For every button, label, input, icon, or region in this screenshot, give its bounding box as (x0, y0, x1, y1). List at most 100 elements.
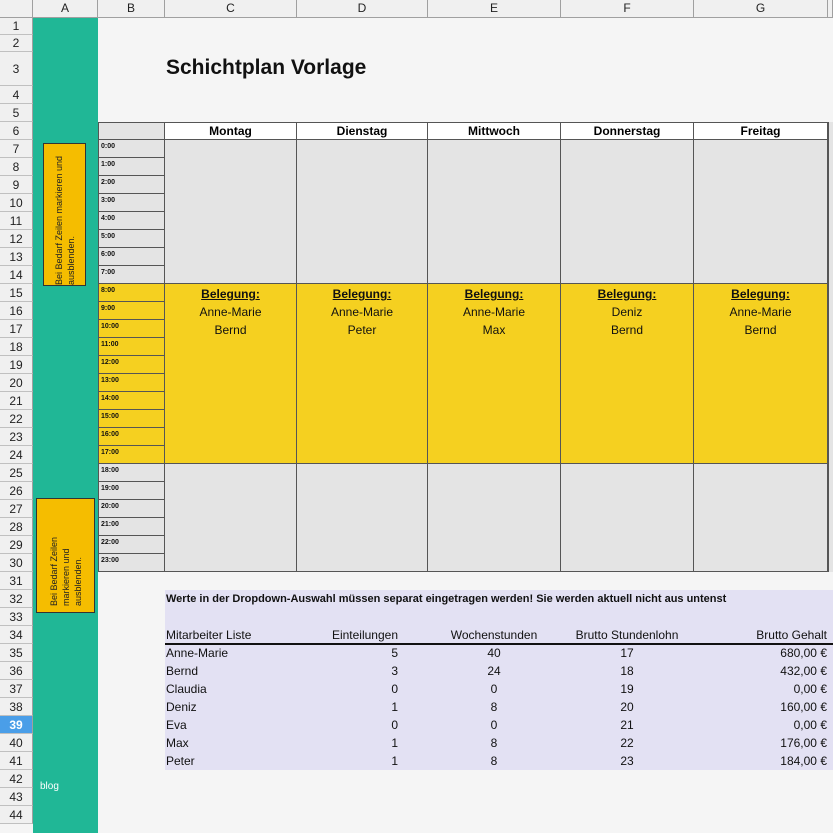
shift-block[interactable]: Belegung: Anne-Marie Peter (297, 284, 428, 464)
row-header-18[interactable]: 18 (0, 338, 33, 356)
row-header-9[interactable]: 9 (0, 176, 33, 194)
time-cell[interactable]: 3:00 (98, 194, 165, 212)
row-header-40[interactable]: 40 (0, 734, 33, 752)
table-cell: 19 (620, 682, 634, 696)
select-all-corner[interactable] (0, 0, 33, 18)
row-header-7[interactable]: 7 (0, 140, 33, 158)
row-header-33[interactable]: 33 (0, 608, 33, 626)
time-cell[interactable]: 22:00 (98, 536, 165, 554)
row-header-2[interactable]: 2 (0, 35, 33, 52)
row-header-10[interactable]: 10 (0, 194, 33, 212)
off-block-early[interactable] (428, 140, 561, 284)
off-block-early[interactable] (694, 140, 828, 284)
row-header-4[interactable]: 4 (0, 86, 33, 104)
row-header-31[interactable]: 31 (0, 572, 33, 590)
column-header-C[interactable]: C (165, 0, 297, 18)
off-block-early[interactable] (165, 140, 297, 284)
day-header-mittwoch[interactable]: Mittwoch (428, 122, 561, 140)
day-header-dienstag[interactable]: Dienstag (297, 122, 428, 140)
row-header-34[interactable]: 34 (0, 626, 33, 644)
time-cell[interactable]: 2:00 (98, 176, 165, 194)
row-header-12[interactable]: 12 (0, 230, 33, 248)
off-block-early[interactable] (561, 140, 694, 284)
time-cell[interactable]: 9:00 (98, 302, 165, 320)
row-header-3[interactable]: 3 (0, 52, 33, 86)
row-header-37[interactable]: 37 (0, 680, 33, 698)
shift-block[interactable]: Belegung: Anne-Marie Bernd (694, 284, 828, 464)
time-cell[interactable]: 15:00 (98, 410, 165, 428)
time-cell[interactable]: 5:00 (98, 230, 165, 248)
off-block-late[interactable] (297, 464, 428, 572)
shift-block[interactable]: Belegung: Deniz Bernd (561, 284, 694, 464)
day-header-montag[interactable]: Montag (165, 122, 297, 140)
row-header-14[interactable]: 14 (0, 266, 33, 284)
row-header-24[interactable]: 24 (0, 446, 33, 464)
row-header-26[interactable]: 26 (0, 482, 33, 500)
table-header: Brutto Gehalt (756, 628, 827, 642)
time-cell[interactable]: 21:00 (98, 518, 165, 536)
row-header-42[interactable]: 42 (0, 770, 33, 788)
row-header-8[interactable]: 8 (0, 158, 33, 176)
row-header-13[interactable]: 13 (0, 248, 33, 266)
row-header-27[interactable]: 27 (0, 500, 33, 518)
time-cell[interactable]: 0:00 (98, 140, 165, 158)
row-header-11[interactable]: 11 (0, 212, 33, 230)
row-header-1[interactable]: 1 (0, 18, 33, 35)
shift-block[interactable]: Belegung: Anne-Marie Bernd (165, 284, 297, 464)
column-header-H[interactable] (828, 0, 833, 18)
time-cell[interactable]: 14:00 (98, 392, 165, 410)
row-header-19[interactable]: 19 (0, 356, 33, 374)
row-header-32[interactable]: 32 (0, 590, 33, 608)
row-header-22[interactable]: 22 (0, 410, 33, 428)
day-header-freitag[interactable]: Freitag (694, 122, 828, 140)
time-cell[interactable]: 11:00 (98, 338, 165, 356)
row-header-17[interactable]: 17 (0, 320, 33, 338)
off-block-late[interactable] (561, 464, 694, 572)
column-header-E[interactable]: E (428, 0, 561, 18)
off-block-late[interactable] (165, 464, 297, 572)
row-header-16[interactable]: 16 (0, 302, 33, 320)
row-header-35[interactable]: 35 (0, 644, 33, 662)
time-cell[interactable]: 4:00 (98, 212, 165, 230)
row-header-38[interactable]: 38 (0, 698, 33, 716)
table-cell: 8 (490, 754, 498, 768)
time-cell[interactable]: 6:00 (98, 248, 165, 266)
time-cell[interactable]: 13:00 (98, 374, 165, 392)
row-header-21[interactable]: 21 (0, 392, 33, 410)
row-header-43[interactable]: 43 (0, 788, 33, 806)
time-cell[interactable]: 10:00 (98, 320, 165, 338)
off-block-late[interactable] (428, 464, 561, 572)
time-cell[interactable]: 7:00 (98, 266, 165, 284)
column-header-B[interactable]: B (98, 0, 165, 18)
row-header-15[interactable]: 15 (0, 284, 33, 302)
day-header-donnerstag[interactable]: Donnerstag (561, 122, 694, 140)
time-cell[interactable]: 1:00 (98, 158, 165, 176)
row-header-30[interactable]: 30 (0, 554, 33, 572)
time-cell[interactable]: 16:00 (98, 428, 165, 446)
time-cell[interactable]: 12:00 (98, 356, 165, 374)
row-header-29[interactable]: 29 (0, 536, 33, 554)
row-header-25[interactable]: 25 (0, 464, 33, 482)
time-cell[interactable]: 20:00 (98, 500, 165, 518)
column-header-G[interactable]: G (694, 0, 828, 18)
row-header-36[interactable]: 36 (0, 662, 33, 680)
row-header-5[interactable]: 5 (0, 104, 33, 122)
row-header-44[interactable]: 44 (0, 806, 33, 824)
off-block-late[interactable] (694, 464, 828, 572)
time-cell[interactable]: 17:00 (98, 446, 165, 464)
column-header-D[interactable]: D (297, 0, 428, 18)
shift-block[interactable]: Belegung: Anne-Marie Max (428, 284, 561, 464)
row-header-6[interactable]: 6 (0, 122, 33, 140)
row-header-20[interactable]: 20 (0, 374, 33, 392)
row-header-41[interactable]: 41 (0, 752, 33, 770)
column-header-F[interactable]: F (561, 0, 694, 18)
row-header-28[interactable]: 28 (0, 518, 33, 536)
off-block-early[interactable] (297, 140, 428, 284)
column-header-A[interactable]: A (33, 0, 98, 18)
time-cell[interactable]: 19:00 (98, 482, 165, 500)
time-cell[interactable]: 18:00 (98, 464, 165, 482)
time-cell[interactable]: 8:00 (98, 284, 165, 302)
time-cell[interactable]: 23:00 (98, 554, 165, 572)
row-header-39[interactable]: 39 (0, 716, 33, 734)
row-header-23[interactable]: 23 (0, 428, 33, 446)
